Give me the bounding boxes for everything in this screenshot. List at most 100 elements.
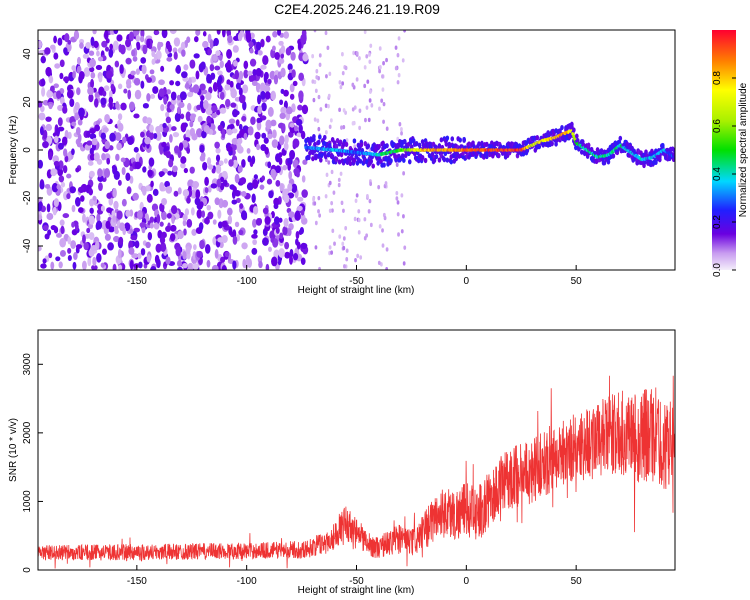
noise-cell: [355, 77, 359, 82]
signal-halo-cell: [574, 145, 578, 151]
noise-cell: [113, 200, 119, 210]
noise-cell: [267, 106, 274, 117]
noise-cell: [287, 192, 295, 199]
noise-cell: [171, 126, 177, 132]
noise-cell: [44, 183, 51, 189]
noise-cell: [327, 160, 331, 165]
noise-cell: [279, 183, 284, 192]
signal-halo-cell: [445, 135, 450, 141]
noise-cell: [115, 132, 122, 141]
noise-cell: [69, 186, 77, 194]
noise-cell: [169, 103, 175, 111]
noise-cell: [78, 207, 84, 214]
noise-cell: [56, 233, 62, 238]
noise-cell: [59, 96, 65, 105]
noise-cell: [260, 38, 265, 48]
noise-cell: [100, 205, 105, 212]
signal-halo-cell: [658, 154, 662, 160]
noise-cell: [195, 128, 203, 138]
noise-cell: [159, 221, 164, 227]
noise-cell: [41, 87, 46, 97]
noise-cell: [337, 177, 341, 183]
noise-cell: [324, 103, 328, 108]
noise-cell: [159, 236, 166, 245]
noise-cell: [315, 75, 319, 80]
noise-cell: [250, 116, 256, 125]
noise-cell: [298, 72, 305, 81]
noise-cell: [187, 102, 192, 111]
noise-cell: [178, 101, 185, 109]
noise-cell: [298, 90, 304, 101]
signal-halo-cell: [330, 154, 335, 160]
noise-cell: [252, 69, 257, 76]
noise-cell: [290, 51, 296, 61]
noise-cell: [260, 64, 267, 70]
figure-title: C2E4.2025.246.21.19.R09: [274, 1, 440, 17]
noise-cell: [211, 105, 218, 112]
noise-cell: [352, 50, 356, 56]
noise-cell: [218, 54, 223, 61]
noise-cell: [339, 84, 343, 90]
noise-cell: [300, 209, 305, 216]
noise-cell: [378, 69, 382, 74]
noise-cell: [354, 258, 357, 263]
noise-cell: [78, 71, 85, 80]
noise-cell: [201, 131, 207, 138]
noise-cell: [113, 30, 119, 35]
noise-cell: [332, 190, 336, 195]
noise-cell: [238, 87, 243, 96]
noise-cell: [57, 126, 65, 132]
noise-cell: [288, 170, 293, 180]
noise-cell: [104, 140, 110, 150]
noise-cell: [357, 217, 361, 223]
noise-cell: [169, 134, 173, 143]
signal-halo-cell: [434, 153, 439, 160]
noise-cell: [74, 101, 80, 111]
noise-cell: [77, 186, 85, 193]
noise-cell: [261, 102, 267, 112]
noise-cell: [302, 159, 308, 165]
noise-cell: [95, 120, 101, 126]
noise-cell: [98, 182, 103, 192]
noise-cell: [154, 30, 160, 36]
snr-xtick-label: -100: [237, 576, 257, 587]
noise-cell: [179, 91, 187, 101]
noise-cell: [83, 67, 91, 78]
noise-cell: [121, 166, 126, 176]
noise-cell: [48, 103, 53, 110]
noise-cell: [403, 245, 407, 250]
noise-cell: [283, 89, 289, 97]
noise-cell: [112, 187, 117, 198]
noise-cell: [326, 45, 330, 51]
noise-cell: [219, 107, 227, 114]
noise-cell: [331, 208, 334, 213]
noise-cell: [115, 153, 120, 162]
noise-cell: [214, 65, 221, 71]
noise-cell: [279, 112, 286, 120]
noise-cell: [157, 41, 162, 51]
noise-cell: [38, 40, 43, 49]
noise-cell: [89, 66, 95, 73]
noise-cell: [103, 167, 111, 178]
noise-cell: [158, 171, 165, 177]
noise-cell: [42, 258, 47, 264]
noise-cell: [358, 56, 361, 61]
noise-cell: [342, 124, 346, 130]
spectrogram-ytick-label: 0: [22, 147, 33, 153]
noise-cell: [380, 98, 384, 103]
snr-ytick-label: 1000: [22, 490, 33, 513]
noise-cell: [96, 50, 100, 57]
signal-halo-cell: [462, 137, 466, 143]
noise-cell: [89, 127, 96, 134]
noise-cell: [94, 98, 99, 108]
noise-cell: [98, 75, 103, 83]
noise-cell: [40, 263, 47, 269]
noise-cell: [256, 143, 261, 151]
noise-cell: [231, 128, 238, 134]
noise-cell: [88, 170, 95, 178]
signal-halo-cell: [339, 152, 344, 158]
noise-cell: [56, 90, 62, 99]
noise-cell: [301, 189, 308, 198]
noise-cell: [265, 119, 272, 130]
noise-cell: [261, 132, 267, 139]
